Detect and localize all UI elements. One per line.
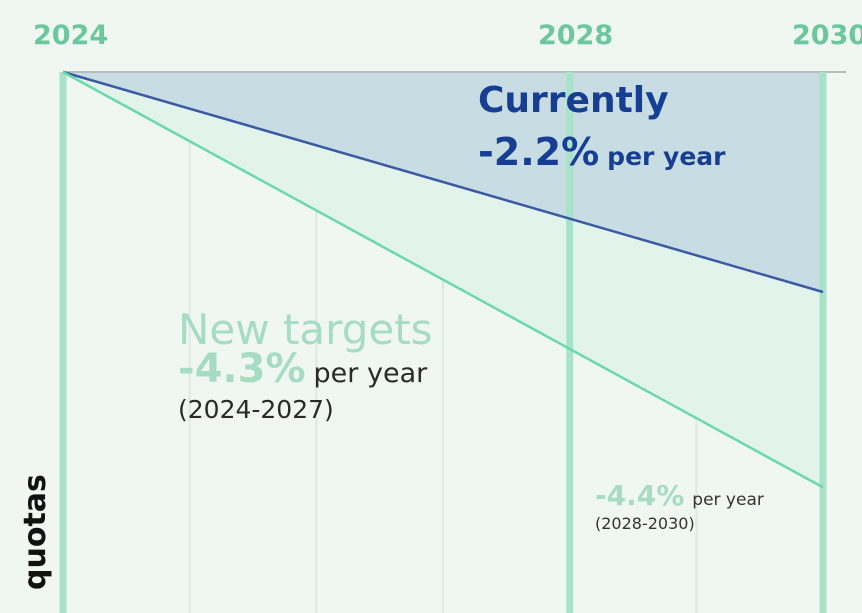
new-rate-unit: per year	[313, 358, 428, 389]
late-rate-unit: per year	[692, 490, 764, 510]
new-targets-rate: -4.3% per year	[178, 346, 427, 392]
new-targets-title: New targets	[178, 305, 433, 354]
side-label-quotas: quotas	[18, 474, 53, 590]
current-trend-line	[62, 70, 824, 294]
late-rate-value: -4.4%	[595, 479, 685, 512]
new-rate-value: -4.3%	[178, 346, 306, 392]
new-trend-line	[62, 70, 824, 489]
x-tick-label-2030: 2030	[792, 20, 862, 51]
late-period-range: (2028-2030)	[595, 514, 695, 533]
current-rate-unit: per year	[607, 142, 726, 171]
late-period-rate: -4.4% per year	[595, 479, 764, 512]
x-tick-label-2024: 2024	[33, 20, 109, 51]
x-tick-label-2028: 2028	[538, 20, 614, 51]
current-trend-rate: -2.2% per year	[478, 130, 726, 174]
new-targets-period: (2024-2027)	[178, 395, 334, 424]
current-rate-value: -2.2%	[478, 130, 600, 174]
current-trend-title: Currently	[478, 80, 669, 121]
